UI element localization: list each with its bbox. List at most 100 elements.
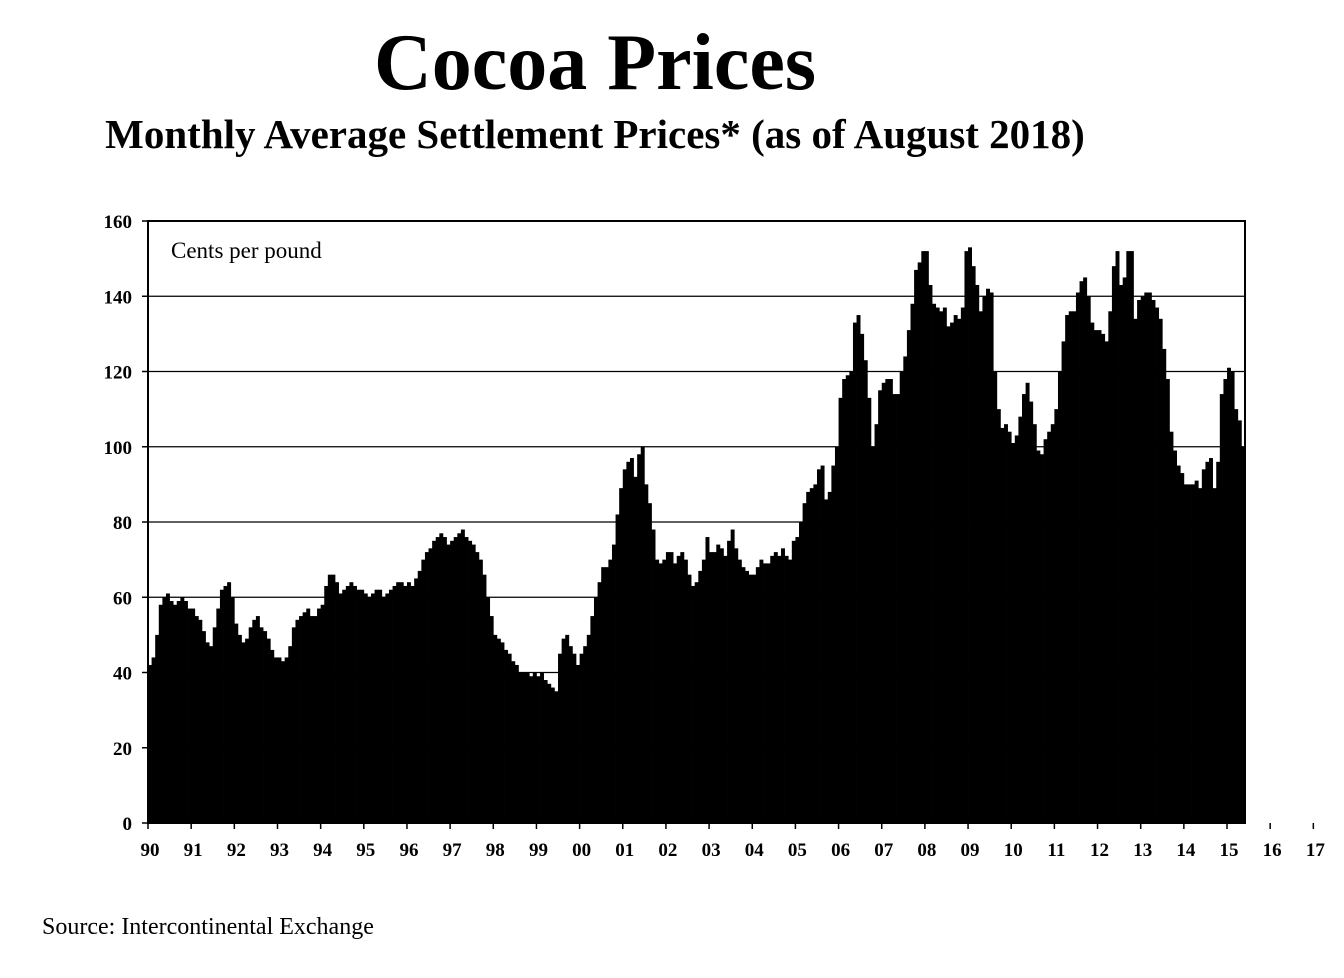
price-bar <box>486 597 491 823</box>
price-bar <box>932 303 937 823</box>
price-bar <box>493 634 498 824</box>
price-bar <box>806 491 811 823</box>
price-bar <box>540 672 544 823</box>
price-bar <box>241 642 246 823</box>
price-bar <box>626 461 631 823</box>
x-tick-label: 08 <box>917 840 936 861</box>
price-bar <box>838 397 843 823</box>
price-bar <box>576 664 580 823</box>
price-bar <box>759 559 764 824</box>
price-bar <box>1104 341 1109 823</box>
price-bar <box>385 593 390 823</box>
price-bar <box>248 627 253 823</box>
price-bar <box>504 649 509 823</box>
price-bar <box>604 567 609 823</box>
price-bar <box>1147 292 1152 823</box>
y-tick-label: 160 <box>104 212 133 233</box>
price-bar <box>1126 251 1131 824</box>
price-bar <box>831 465 836 823</box>
price-bar <box>536 676 541 823</box>
price-bar <box>388 589 393 823</box>
price-bar <box>647 503 652 823</box>
price-bar <box>500 642 505 823</box>
price-bar <box>781 548 785 823</box>
price-bar <box>917 262 922 823</box>
price-bar <box>457 533 462 823</box>
x-tick-label: 90 <box>141 840 160 861</box>
price-bar <box>1004 424 1008 823</box>
price-bar <box>863 360 868 823</box>
x-tick-label: 94 <box>313 840 333 861</box>
price-bar <box>335 582 339 823</box>
price-bar <box>1140 296 1145 823</box>
price-bar <box>165 593 170 823</box>
price-bar <box>896 394 901 823</box>
price-bar <box>148 664 152 823</box>
price-bar <box>158 604 163 823</box>
price-bar <box>374 589 379 823</box>
price-bar <box>590 616 595 823</box>
price-bar <box>669 552 674 823</box>
price-bar <box>1086 296 1091 823</box>
price-bar <box>435 537 440 823</box>
price-bar <box>342 589 347 823</box>
price-bar <box>1162 348 1167 823</box>
price-bar <box>640 446 645 823</box>
price-bar <box>1176 465 1181 823</box>
price-bar <box>593 597 598 823</box>
price-bar <box>694 582 699 823</box>
price-bar <box>770 555 775 823</box>
x-tick-label: 11 <box>1047 840 1065 861</box>
price-bar <box>1093 330 1098 823</box>
price-bar <box>173 604 178 823</box>
price-bar <box>255 616 260 823</box>
price-bar <box>676 555 681 823</box>
price-bar <box>543 680 548 823</box>
price-bar <box>1032 424 1037 823</box>
price-bar <box>489 616 494 823</box>
x-tick-label: 99 <box>529 840 548 861</box>
price-bar <box>1111 266 1116 823</box>
x-tick-label: 04 <box>745 840 765 861</box>
price-bar <box>946 326 951 823</box>
price-bar <box>421 559 426 824</box>
x-tick-label: 93 <box>270 840 289 861</box>
y-tick-label: 60 <box>113 588 132 609</box>
price-bar <box>1230 371 1235 823</box>
price-bar <box>237 634 242 824</box>
price-bar <box>892 394 897 823</box>
x-tick-label: 13 <box>1133 840 1152 861</box>
x-tick-label: 12 <box>1090 840 1109 861</box>
price-bar <box>906 330 911 823</box>
price-bar <box>1061 341 1066 823</box>
price-bar <box>637 454 642 823</box>
price-bar <box>518 672 523 823</box>
price-bar <box>460 529 465 823</box>
price-bar <box>1212 488 1217 823</box>
price-bar <box>939 311 944 823</box>
price-bar <box>327 574 332 823</box>
price-bar <box>468 540 473 823</box>
price-bar <box>1083 277 1088 823</box>
price-bar <box>1043 439 1048 823</box>
price-bar <box>784 555 789 823</box>
price-bar <box>942 307 947 823</box>
price-bar <box>773 552 778 823</box>
price-bar <box>511 661 516 823</box>
price-bar <box>680 552 685 823</box>
price-bar <box>824 499 829 823</box>
price-bar <box>1209 458 1213 823</box>
price-bar <box>903 356 908 823</box>
price-bar <box>446 544 451 823</box>
price-bar <box>403 585 408 823</box>
x-tick-label: 96 <box>399 840 418 861</box>
price-bar <box>565 634 570 824</box>
price-bar <box>198 619 203 823</box>
price-bar <box>227 582 232 823</box>
price-bar <box>878 390 883 823</box>
price-bar <box>849 371 854 823</box>
price-bar <box>554 691 559 823</box>
price-bar <box>719 548 724 823</box>
price-bar <box>579 653 584 823</box>
